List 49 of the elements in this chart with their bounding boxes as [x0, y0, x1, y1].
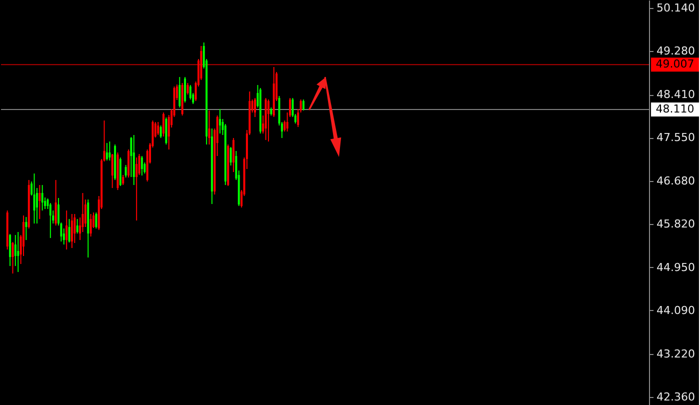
- y-tick-label: 43.220: [656, 348, 695, 360]
- candlestick: [33, 173, 36, 224]
- candlestick: [184, 76, 186, 103]
- candlestick: [189, 84, 192, 100]
- y-tick-label: 49.280: [656, 44, 695, 58]
- candlestick: [157, 122, 160, 136]
- candlestick: [106, 142, 108, 161]
- y-tick-label: 48.410: [656, 88, 695, 101]
- candlestick: [162, 112, 164, 137]
- candlestick: [254, 98, 256, 118]
- y-tick-label: 47.550: [656, 131, 695, 144]
- y-tick-label: 42.360: [656, 390, 695, 404]
- candlestick: [54, 180, 57, 226]
- candlestick: [108, 141, 111, 161]
- candlestick: [178, 76, 181, 108]
- candlestick: [70, 214, 73, 248]
- candlestick: [66, 210, 68, 250]
- candlestick: [12, 242, 14, 274]
- candlestick: [95, 212, 98, 229]
- candlestick: [111, 154, 114, 188]
- y-tick-label: 44.090: [656, 304, 695, 317]
- candlestick: [219, 108, 222, 134]
- candlestick: [68, 218, 70, 243]
- candlestick: [17, 232, 20, 272]
- candlestick: [136, 157, 138, 221]
- candlestick: [160, 125, 162, 138]
- ref-line-label: 49.007: [656, 58, 694, 71]
- candlestick: [122, 174, 124, 186]
- y-tick-label: 46.680: [656, 174, 695, 188]
- candlestick: [232, 138, 234, 172]
- candlestick: [76, 218, 78, 234]
- candlestick: [208, 110, 210, 145]
- candlestick: [38, 184, 41, 220]
- candlestick: [186, 82, 189, 95]
- ref-line-label: 48.110: [656, 102, 694, 116]
- candlestick: [124, 164, 127, 178]
- candlestick: [302, 99, 304, 111]
- y-tick-label: 44.950: [656, 261, 695, 274]
- candlestick: [90, 214, 92, 237]
- candlestick: [267, 99, 270, 142]
- candlestick: [9, 234, 12, 266]
- candlestick: [230, 146, 232, 166]
- candlestick: [165, 117, 168, 145]
- y-tick-label: 45.820: [656, 218, 695, 230]
- y-tick-label: 50.140: [656, 2, 695, 14]
- candlestick: [41, 184, 44, 211]
- candlestick: [140, 156, 143, 176]
- candlestick: [25, 216, 28, 240]
- candlestick: [49, 202, 52, 238]
